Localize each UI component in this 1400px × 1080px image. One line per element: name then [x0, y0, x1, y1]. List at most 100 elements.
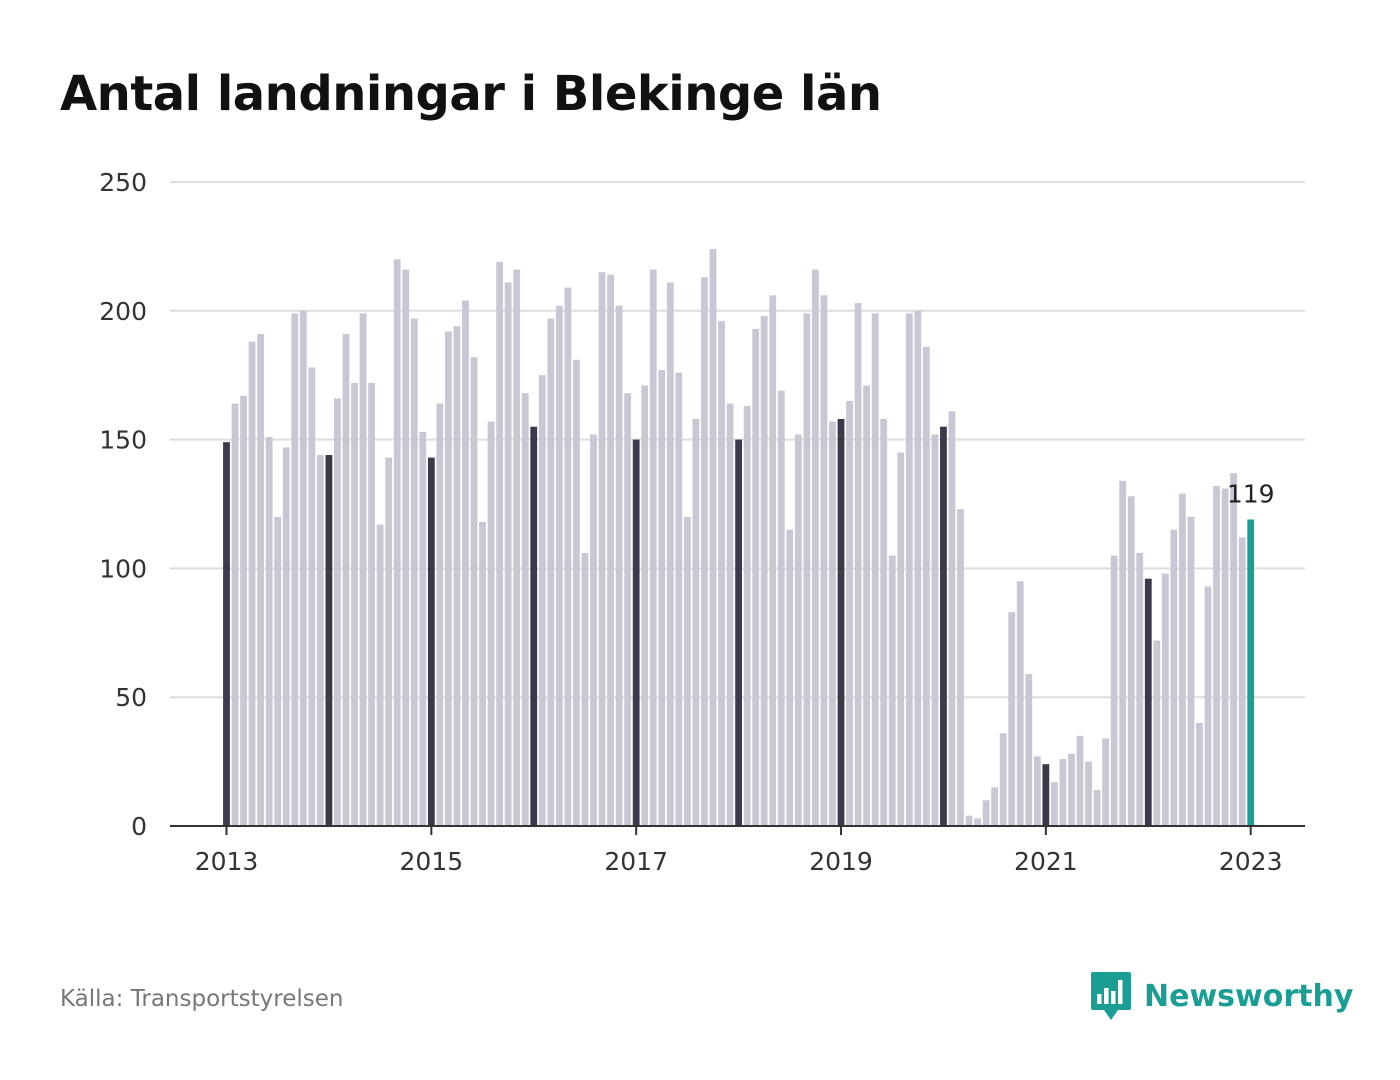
- bar: [427, 457, 435, 826]
- bar: [1059, 759, 1067, 826]
- bar: [812, 269, 819, 827]
- y-tick-label: 100: [99, 554, 147, 583]
- bar: [786, 529, 794, 826]
- bar: [940, 426, 947, 826]
- bar: [419, 431, 427, 826]
- bar: [726, 403, 734, 826]
- bar: [1102, 738, 1110, 826]
- bar: [521, 393, 529, 826]
- bar: [496, 261, 504, 827]
- bar: [590, 434, 597, 826]
- bar: [1025, 674, 1033, 826]
- bar: [692, 418, 700, 826]
- bar: [615, 305, 623, 826]
- bar: [316, 455, 324, 826]
- bar: [393, 259, 401, 826]
- bar: [854, 303, 862, 826]
- bar: [846, 400, 853, 826]
- bar: [299, 310, 307, 826]
- bar: [675, 372, 683, 826]
- bar: [1068, 753, 1075, 826]
- bar: [837, 418, 845, 826]
- x-tick-label: 2017: [604, 847, 668, 876]
- bar: [1119, 480, 1127, 826]
- bar: [368, 382, 375, 826]
- brand-name: Newsworthy: [1144, 978, 1354, 1014]
- bar: [718, 321, 725, 826]
- bar: [683, 516, 691, 826]
- chart-title: Antal landningar i Blekinge län: [60, 66, 882, 122]
- bar: [1144, 578, 1152, 826]
- bar: [564, 287, 572, 827]
- bar: [1161, 573, 1169, 826]
- bar: [974, 818, 981, 826]
- bar: [709, 248, 717, 826]
- bar: [453, 326, 461, 826]
- bar: [1042, 764, 1050, 826]
- bar: [581, 552, 589, 826]
- bar: [1076, 735, 1084, 826]
- bar: [641, 385, 649, 826]
- bar: [607, 274, 614, 827]
- bar: [897, 452, 905, 826]
- x-tick-label: 2019: [809, 847, 873, 876]
- bar: [760, 315, 768, 826]
- x-tick-label: 2015: [400, 847, 464, 876]
- bar: [351, 382, 358, 826]
- bar: [1179, 493, 1186, 826]
- bar: [538, 375, 546, 826]
- bar-chart: 0 50 100 150 200 250 2013 2015 2017 2019 2021 2023…: [99, 168, 1305, 876]
- bar: [1230, 473, 1238, 826]
- y-tick-label: 250: [99, 168, 147, 197]
- source-note: Källa: Transportstyrelsen: [60, 986, 344, 1012]
- bar: [325, 455, 333, 826]
- bar: [624, 393, 632, 826]
- bar: [1221, 488, 1229, 826]
- bar: [342, 333, 350, 826]
- bar: [871, 313, 879, 827]
- bar: [308, 367, 316, 826]
- bar: [1033, 756, 1041, 826]
- x-axis: 2013 2015 2017 2019 2021 2023: [170, 825, 1305, 876]
- x-tick-label: 2013: [195, 847, 259, 876]
- bar: [735, 439, 742, 826]
- bar: [530, 426, 538, 826]
- bar: [957, 509, 964, 826]
- bar: [376, 524, 384, 826]
- bar: [555, 305, 563, 826]
- bar: [291, 313, 299, 827]
- bar: [905, 313, 913, 827]
- bar: [1238, 537, 1246, 826]
- bar: [769, 295, 777, 826]
- bar: [948, 411, 956, 826]
- latest-value-label: 119: [1227, 479, 1275, 508]
- bar: [752, 328, 760, 826]
- bar: [931, 434, 939, 826]
- bar: [240, 395, 247, 826]
- bar: [359, 313, 367, 827]
- bar: [479, 522, 486, 826]
- bar: [1127, 496, 1135, 826]
- bar: [504, 282, 512, 826]
- bar: [666, 282, 674, 826]
- bar: [598, 272, 606, 826]
- y-tick-label: 150: [99, 426, 147, 455]
- bar: [334, 398, 341, 826]
- x-tick-label: 2023: [1219, 847, 1283, 876]
- y-tick-label: 0: [131, 812, 147, 841]
- bar: [257, 333, 265, 826]
- bar: [402, 269, 410, 827]
- bar: [513, 269, 521, 827]
- bar: [888, 555, 896, 826]
- bar: [1153, 640, 1161, 826]
- bar: [265, 437, 273, 826]
- bar: [445, 331, 452, 826]
- newsworthy-logo[interactable]: Newsworthy: [1090, 970, 1353, 1022]
- bar: [274, 516, 282, 826]
- bar: [436, 403, 444, 826]
- bar: [223, 442, 230, 826]
- bar-series: [223, 248, 1255, 827]
- bar: [794, 434, 802, 826]
- bar: [1136, 552, 1144, 826]
- bar: [922, 346, 930, 826]
